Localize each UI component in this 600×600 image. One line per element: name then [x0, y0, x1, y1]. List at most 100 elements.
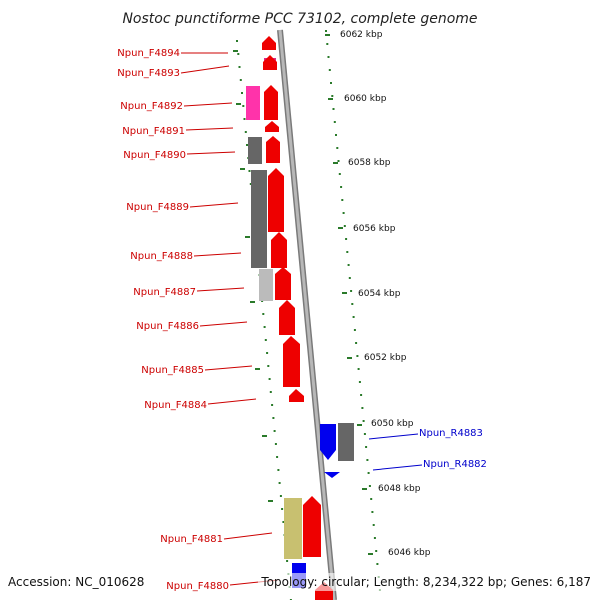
- scale-label-6046: 6046 kbp: [388, 548, 431, 558]
- minor-tick: [355, 342, 358, 344]
- minor-tick: [331, 95, 334, 97]
- minor-tick: [336, 147, 339, 149]
- minor-tick: [360, 394, 363, 396]
- minor-tick: [371, 511, 374, 513]
- minor-tick: [244, 131, 247, 133]
- scale-major-tick: [357, 424, 362, 426]
- feature-track-reverse: [320, 424, 340, 478]
- minor-tick: [248, 170, 251, 172]
- cds-Npun_R4883: [320, 424, 336, 460]
- gene-label-F4891[interactable]: Npun_F4891: [122, 126, 185, 137]
- gene-label-R4883[interactable]: Npun_R4883: [419, 428, 483, 439]
- minor-tick: [271, 404, 274, 406]
- feature-misc: [284, 498, 302, 559]
- cds-Npun_F4890: [266, 136, 280, 163]
- scale-major-tick: [342, 292, 347, 294]
- minor-tick: [282, 521, 285, 523]
- minor-tick: [242, 105, 245, 107]
- gene-label-F4890[interactable]: Npun_F4890: [123, 150, 186, 161]
- minor-tick: [264, 339, 267, 341]
- minor-tick: [262, 313, 265, 315]
- minor-tick: [342, 212, 345, 214]
- feature-misc: [338, 423, 354, 461]
- minor-tick: [236, 40, 238, 42]
- minor-tick: [249, 183, 252, 185]
- minor-tick: [373, 537, 376, 539]
- minor-tick: [375, 550, 378, 552]
- minor-tick: [341, 199, 344, 201]
- gene-label-F4893[interactable]: Npun_F4893: [117, 68, 180, 79]
- feature-track-forward: [262, 36, 333, 600]
- minor-tick: [346, 251, 349, 253]
- cds-Npun_F4881: [303, 496, 321, 557]
- gene-label-F4881[interactable]: Npun_F4881: [160, 534, 223, 545]
- scale-major-tick: [362, 488, 367, 490]
- minor-tick: [367, 472, 370, 474]
- feature-pseudo: [246, 86, 260, 120]
- minor-tick: [343, 225, 346, 227]
- minor-tick: [361, 407, 364, 409]
- cds-Npun_F4894: [262, 36, 276, 50]
- gene-label-F4884[interactable]: Npun_F4884: [144, 400, 207, 411]
- scale-major-tick: [328, 98, 333, 100]
- scale-major-tick: [368, 553, 373, 555]
- cds-Npun_F4891: [265, 121, 279, 132]
- genome-backbone: [277, 29, 337, 600]
- minor-tick: [269, 391, 272, 393]
- minor-tick: [330, 82, 332, 84]
- gene-label-F4889[interactable]: Npun_F4889: [126, 202, 189, 213]
- cds-Npun_F4886: [279, 300, 295, 335]
- minor-tick: [241, 92, 243, 94]
- scale-label-6058: 6058 kbp: [348, 158, 391, 168]
- gene-label-R4882[interactable]: Npun_R4882: [423, 459, 487, 470]
- feature-misc: [259, 269, 273, 301]
- minor-tick: [368, 485, 371, 487]
- gene-label-F4886[interactable]: Npun_F4886: [136, 321, 199, 332]
- cds-Npun_F4887: [275, 267, 291, 300]
- minor-tick: [272, 417, 275, 419]
- minor-tick: [279, 495, 282, 497]
- minor-tick: [274, 443, 277, 445]
- minor-tick: [325, 30, 327, 32]
- scale-label-6052: 6052 kbp: [364, 353, 407, 363]
- scale-major-tick: [338, 227, 343, 229]
- minor-tick: [363, 433, 366, 435]
- minor-tick: [266, 352, 269, 354]
- topology-text: Topology: circular; Length: 8,234,322 bp…: [260, 575, 591, 589]
- minor-tick: [276, 456, 279, 458]
- minor-tick: [277, 469, 280, 471]
- minor-tick: [340, 186, 343, 188]
- minor-tick: [357, 368, 360, 370]
- minor-tick: [347, 264, 350, 266]
- gene-label-F4894[interactable]: Npun_F4894: [117, 48, 180, 59]
- minor-tick: [332, 108, 335, 110]
- minor-tick: [362, 420, 365, 422]
- minor-tick: [358, 381, 361, 383]
- gene-label-F4885[interactable]: Npun_F4885: [141, 365, 204, 376]
- gene-label-F4887[interactable]: Npun_F4887: [133, 287, 196, 298]
- scale-label-6056: 6056 kbp: [353, 224, 396, 234]
- scale-label-6054: 6054 kbp: [358, 289, 401, 299]
- minor-tick: [365, 446, 368, 448]
- feature-misc: [251, 170, 267, 268]
- minor-tick: [273, 430, 276, 432]
- minor-tick: [372, 524, 375, 526]
- gene-label-F4892[interactable]: Npun_F4892: [120, 101, 183, 112]
- minor-tick: [333, 121, 336, 123]
- minor-tick: [338, 173, 341, 175]
- minor-tick: [263, 326, 266, 328]
- cds-Npun_R4882: [324, 472, 340, 478]
- scale-label-6050: 6050 kbp: [371, 419, 414, 429]
- gene-label-F4880[interactable]: Npun_F4880: [166, 581, 229, 592]
- minor-tick: [239, 79, 242, 81]
- scale-major-tick: [325, 34, 330, 36]
- scale-major-tick: [333, 162, 338, 164]
- minor-tick: [328, 69, 331, 71]
- minor-tick: [327, 56, 330, 58]
- minor-tick: [351, 303, 354, 305]
- feature-misc: [248, 137, 262, 164]
- minor-tick: [366, 459, 369, 461]
- gene-label-F4888[interactable]: Npun_F4888: [130, 251, 193, 262]
- minor-tick: [335, 134, 337, 136]
- minor-tick: [337, 160, 340, 162]
